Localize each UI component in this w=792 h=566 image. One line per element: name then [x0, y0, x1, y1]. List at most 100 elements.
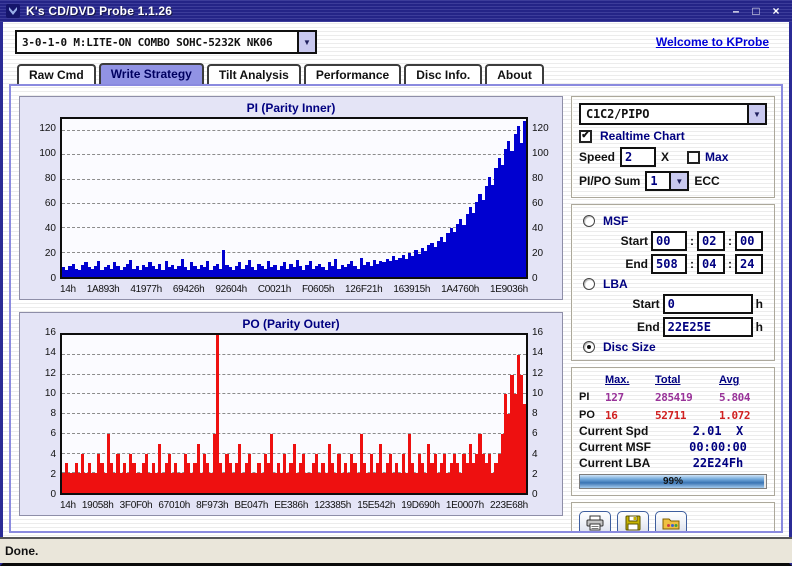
- msf-label: MSF: [603, 214, 629, 228]
- tab-tilt-analysis[interactable]: Tilt Analysis: [206, 64, 301, 84]
- y-tick-label: 4: [532, 448, 538, 460]
- pi-chart-grid: 0 20 40 60 80 100 120 0 20 40 60 80 100 120 14h 1A893…: [24, 117, 558, 295]
- tab-raw-cmd[interactable]: Raw Cmd: [17, 64, 96, 84]
- gridline: [62, 432, 526, 434]
- drive-row: 3-0-1-0 M:LITE-ON COMBO SOHC-5232K NK06 …: [3, 22, 789, 62]
- x-tick-label: F0605h: [301, 284, 335, 295]
- current-lba-label: Current LBA: [579, 456, 651, 470]
- folder-image-icon: [662, 518, 680, 530]
- gridline: [62, 130, 526, 132]
- lba-end-unit: h: [755, 320, 763, 334]
- minimize-button[interactable]: –: [732, 4, 740, 18]
- y-tick-label: 100: [532, 148, 549, 160]
- y-tick-label: 20: [44, 248, 56, 260]
- y-tick-label: 16: [44, 327, 56, 338]
- current-lba-row: Current LBA 22E24Fh: [579, 456, 767, 470]
- x-tick-label: 1A893h: [86, 284, 120, 295]
- side-panel: C1C2/PIPO ▼ ✔ Realtime Chart Speed 2 X M…: [571, 92, 775, 531]
- pi-xaxis-labels: 14h 1A893h 41977h 69426h 92604h C0021h F0605h 1…: [60, 279, 528, 295]
- pi-yaxis-right: 0 20 40 60 80 100 120: [528, 117, 558, 284]
- y-tick-label: 12: [44, 367, 56, 379]
- stats-header-total: Total: [655, 374, 681, 386]
- tab-disc-info[interactable]: Disc Info.: [404, 64, 483, 84]
- po-chart-title: PO (Parity Outer): [242, 317, 340, 331]
- msf-start-min-input[interactable]: 00: [651, 231, 687, 251]
- realtime-chart-label: Realtime Chart: [600, 129, 685, 143]
- y-tick-label: 20: [532, 248, 544, 260]
- charts-column: PI (Parity Inner) 0 20 40 60 80 100 120 0 20 40 6…: [17, 92, 565, 525]
- realtime-chart-checkbox[interactable]: ✔: [579, 129, 592, 143]
- lba-label: LBA: [603, 277, 628, 291]
- msf-start-sec-input[interactable]: 02: [697, 231, 725, 251]
- x-tick-label: 123385h: [314, 500, 352, 511]
- x-tick-label: 19D690h: [401, 500, 440, 511]
- pipo-sum-select[interactable]: 1 ▼: [645, 171, 690, 191]
- print-button[interactable]: [579, 511, 611, 531]
- x-tick-label: 126F21h: [345, 284, 383, 295]
- chevron-down-icon[interactable]: ▼: [747, 105, 765, 123]
- colon-separator: :: [728, 257, 732, 271]
- max-speed-checkbox[interactable]: [687, 150, 701, 164]
- x-tick-label: 41977h: [130, 284, 162, 295]
- close-button[interactable]: ×: [772, 4, 780, 18]
- x-tick-label: 15E542h: [357, 500, 396, 511]
- chevron-down-icon[interactable]: ▼: [297, 32, 315, 52]
- speed-input[interactable]: 2: [620, 147, 657, 167]
- speed-label: Speed: [579, 150, 616, 164]
- tab-about[interactable]: About: [485, 64, 544, 84]
- gridline: [62, 413, 526, 414]
- stats-po-max: 16: [605, 409, 618, 422]
- lba-end-label: End: [636, 320, 660, 334]
- x-tick-label: 1A4760h: [441, 284, 480, 295]
- x-tick-label: 163915h: [393, 284, 431, 295]
- tab-performance[interactable]: Performance: [303, 64, 402, 84]
- lba-radio[interactable]: [583, 278, 595, 290]
- gridline: [62, 203, 526, 205]
- x-tick-label: 92604h: [215, 284, 247, 295]
- pi-yaxis-left: 0 20 40 60 80 100 120: [24, 117, 60, 284]
- ecc-label: ECC: [694, 174, 720, 188]
- chevron-down-icon[interactable]: ▼: [669, 173, 688, 189]
- stats-pi-max: 127: [605, 391, 624, 404]
- msf-end-min-input[interactable]: 508: [651, 254, 687, 274]
- gridline: [62, 373, 526, 375]
- po-chart-grid: 0 2 4 6 8 10 12 14 16 0 2 4 6 8 10 12 14 16 14h 19058h 3F0…: [24, 327, 558, 511]
- stats-table: Max. Total Avg PI 127 285419 5.804 PO 16…: [579, 374, 767, 422]
- y-tick-label: 120: [532, 123, 549, 135]
- msf-end-sec-input[interactable]: 04: [697, 254, 725, 274]
- drive-select[interactable]: 3-0-1-0 M:LITE-ON COMBO SOHC-5232K NK06 …: [15, 30, 317, 54]
- y-tick-label: 40: [44, 223, 56, 235]
- current-speed-row: Current Spd 2.01 X: [579, 424, 767, 438]
- maximize-button[interactable]: □: [752, 4, 760, 18]
- tab-write-strategy[interactable]: Write Strategy: [98, 63, 204, 84]
- welcome-link[interactable]: Welcome to KProbe: [655, 35, 769, 49]
- save-button[interactable]: [617, 511, 649, 531]
- printer-icon: [586, 515, 604, 531]
- msf-end-frame-input[interactable]: 24: [735, 254, 763, 274]
- open-image-button[interactable]: [655, 511, 687, 531]
- po-yaxis-left: 0 2 4 6 8 10 12 14 16: [24, 327, 60, 500]
- msf-end-label: End: [625, 257, 648, 271]
- disc-size-radio[interactable]: [583, 341, 595, 353]
- colon-separator: :: [728, 234, 732, 248]
- po-chart: PO (Parity Outer) 0 2 4 6 8 10 12 14 16 0 2 4 6 8 10 1…: [19, 312, 563, 516]
- y-tick-label: 16: [532, 327, 544, 338]
- stats-header-avg: Avg: [719, 374, 740, 386]
- y-tick-label: 2: [50, 468, 56, 480]
- progress-bar: 99%: [579, 474, 767, 489]
- msf-start-frame-input[interactable]: 00: [735, 231, 763, 251]
- x-tick-label: 8F973h: [196, 500, 229, 511]
- speed-unit-label: X: [661, 150, 670, 164]
- y-tick-label: 0: [50, 273, 56, 284]
- mode-select[interactable]: C1C2/PIPO ▼: [579, 103, 767, 125]
- msf-radio[interactable]: [583, 215, 595, 227]
- pi-bars: [62, 119, 526, 277]
- lba-end-input[interactable]: 22E25E: [662, 317, 753, 337]
- x-tick-label: EE386h: [274, 500, 309, 511]
- mode-select-value: C1C2/PIPO: [586, 107, 650, 121]
- y-tick-label: 60: [44, 198, 56, 210]
- stats-po-avg: 1.072: [719, 409, 751, 422]
- lba-start-input[interactable]: 0: [662, 294, 753, 314]
- y-tick-label: 6: [50, 428, 56, 440]
